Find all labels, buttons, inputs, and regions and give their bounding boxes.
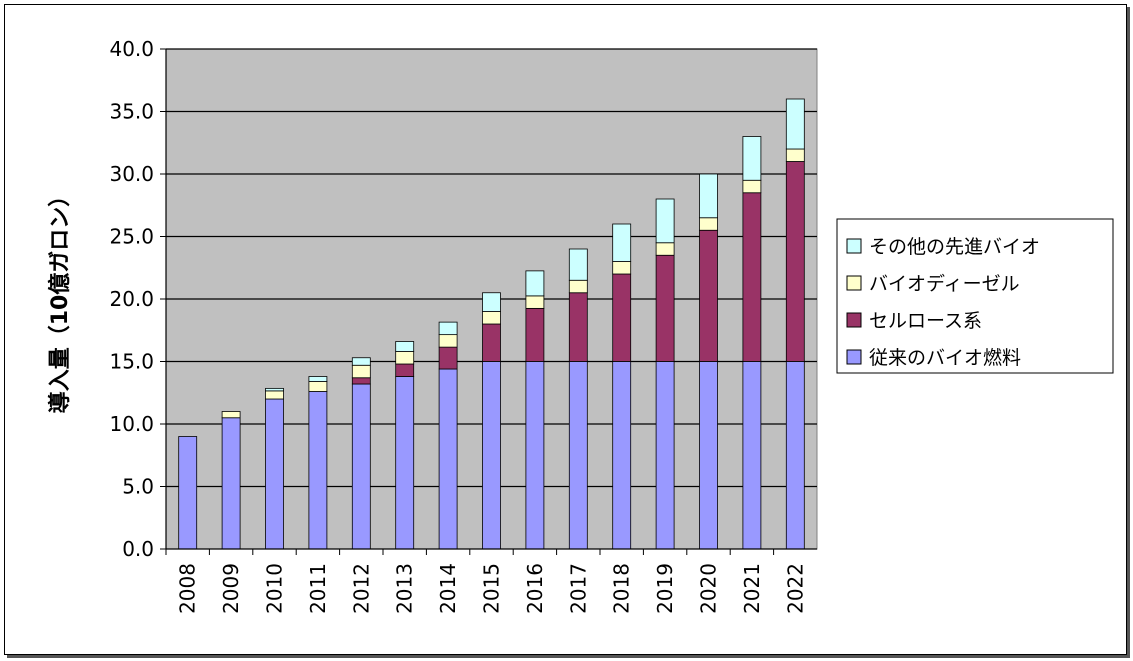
- bar-segment: [482, 311, 501, 325]
- bar-segment: [568, 292, 588, 362]
- bar-segment: [612, 273, 632, 362]
- legend-label: 従来のバイオ燃料: [869, 347, 1021, 369]
- bar-segment: [525, 295, 545, 309]
- x-tick-label: 2012: [349, 563, 373, 614]
- x-tick-labels: 2008 2009 2010 2011 2012 2013 2014 2015 2016 2017…: [176, 563, 808, 614]
- bar-segment: [482, 323, 501, 362]
- bar-segment: [699, 173, 718, 219]
- bar-segment: [568, 248, 588, 281]
- bar-segment: [699, 229, 718, 362]
- bar-segment: [612, 361, 632, 550]
- stacked-bar-chart: 0.05.010.015.020.025.030.035.040.0 2008 2…: [47, 37, 1114, 614]
- x-tick-label: 2010: [263, 563, 287, 614]
- x-tick-label: 2009: [219, 563, 243, 614]
- bar-segment: [438, 368, 458, 550]
- bar-segment: [699, 217, 718, 231]
- bar-segment: [438, 346, 458, 370]
- bar-segment: [742, 192, 762, 362]
- legend-label: バイオディーゼル: [869, 273, 1020, 295]
- bar-segment: [655, 254, 675, 362]
- legend-swatch: [846, 238, 862, 254]
- bar-segment: [482, 292, 501, 312]
- y-tick-label: 0.0: [122, 537, 154, 561]
- x-tick-label: 2017: [566, 563, 590, 614]
- y-tick-label: 5.0: [122, 475, 154, 499]
- x-tick-label: 2011: [306, 563, 330, 614]
- legend-swatch: [846, 349, 862, 365]
- bar-segment: [655, 242, 675, 256]
- x-tick-label: 2020: [697, 563, 721, 614]
- x-tick-label: 2008: [176, 563, 200, 614]
- bar-segment: [742, 136, 762, 181]
- y-tick-label: 40.0: [109, 37, 154, 61]
- bar-segment: [351, 357, 371, 366]
- y-tick-label: 15.0: [109, 350, 154, 374]
- x-tick-label: 2014: [436, 563, 460, 614]
- y-tick-label: 30.0: [109, 162, 154, 186]
- bar-segment: [482, 361, 501, 550]
- x-tick-label: 2016: [523, 563, 547, 614]
- bars: [178, 98, 805, 550]
- bar-segment: [655, 198, 675, 244]
- x-tick-label: 2021: [740, 563, 764, 614]
- legend-swatch: [846, 312, 862, 328]
- bar-segment: [351, 364, 371, 379]
- legend-label: セルロース系: [869, 310, 982, 332]
- y-tick-label: 35.0: [109, 100, 154, 124]
- x-tick-label: 2022: [783, 563, 807, 614]
- bar-segment: [351, 377, 371, 385]
- bar-segment: [438, 334, 458, 348]
- bar-segment: [525, 361, 545, 550]
- bar-segment: [438, 321, 458, 336]
- bar-segment: [395, 376, 415, 550]
- bar-segment: [178, 436, 198, 550]
- bar-segment: [265, 387, 284, 392]
- bar-segment: [785, 161, 805, 362]
- x-tick-label: 2018: [610, 563, 634, 614]
- bar-segment: [785, 361, 805, 550]
- bar-segment: [351, 383, 371, 550]
- chart-frame: 0.0 5.0 10.0 15.0 20.0 25.0 30.0 35.0 40.0 2008 2…: [4, 4, 1127, 655]
- bar-segment: [655, 361, 675, 550]
- legend-label: その他の先進バイオ: [869, 236, 1040, 258]
- bar-segment: [525, 270, 545, 297]
- bar-segment: [612, 261, 632, 275]
- x-tick-label: 2015: [480, 563, 504, 614]
- bar-segment: [785, 148, 805, 162]
- bar-segment: [221, 417, 241, 550]
- bar-segment: [221, 411, 241, 419]
- x-tick-label: 2019: [653, 563, 677, 614]
- bar-segment: [265, 390, 284, 400]
- bar-segment: [742, 361, 762, 550]
- bar-segment: [699, 361, 718, 550]
- bar-segment: [742, 179, 762, 194]
- y-tick-labels: 0.0 5.0 10.0 15.0 20.0 25.0 30.0 35.0 40.0: [109, 37, 154, 561]
- bar-segment: [612, 223, 632, 262]
- bar-segment: [308, 391, 328, 550]
- bar-segment: [525, 307, 545, 362]
- bar-segment: [395, 341, 415, 352]
- y-tick-label: 25.0: [109, 225, 154, 249]
- bar-segment: [785, 98, 805, 150]
- bar-segment: [568, 279, 588, 294]
- bar-segment: [395, 363, 415, 377]
- legend-box: [836, 218, 1114, 374]
- bar-segment: [308, 376, 328, 382]
- y-axis-label: 導入量（10億ガロン）: [47, 185, 73, 414]
- y-tick-label: 20.0: [109, 287, 154, 311]
- legend-swatch: [846, 275, 862, 291]
- bar-segment: [568, 361, 588, 550]
- y-tick-label: 10.0: [109, 412, 154, 436]
- bar-segment: [308, 381, 328, 392]
- bar-segment: [265, 398, 284, 550]
- x-tick-label: 2013: [393, 563, 417, 614]
- bar-segment: [395, 351, 415, 365]
